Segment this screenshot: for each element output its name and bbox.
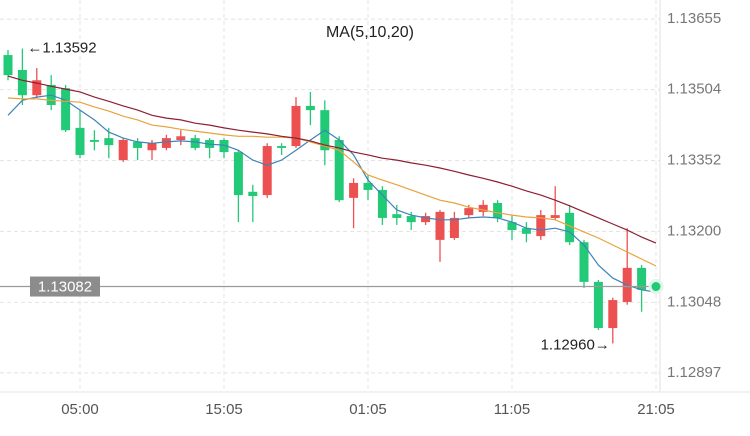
candle-body — [133, 141, 143, 148]
candle-body — [593, 281, 603, 329]
candle-body — [161, 138, 171, 148]
candle-body — [61, 88, 71, 131]
plot-area: 1.13082 ←1.13592 1.12960→ — [0, 40, 664, 353]
candle-body — [406, 216, 416, 223]
x-tick-label: 01:05 — [349, 401, 387, 418]
candle-body — [277, 146, 287, 148]
candle-body — [233, 152, 243, 196]
candle-body — [248, 191, 258, 196]
candle-body — [579, 242, 589, 282]
candle-body — [334, 140, 344, 201]
y-tick-label: 1.13048 — [667, 293, 721, 310]
high-annotation: ←1.13592 — [27, 40, 96, 57]
candle-body — [17, 70, 27, 96]
candle-body — [565, 212, 575, 243]
candle-body — [521, 228, 531, 234]
candle-body — [478, 204, 488, 212]
low-annotation: 1.12960→ — [541, 336, 610, 353]
candle-body — [118, 140, 128, 161]
candle-body — [363, 182, 373, 190]
candle-body — [493, 203, 503, 218]
candle-body — [291, 105, 301, 147]
candle-body — [507, 222, 517, 231]
live-price-dot — [648, 279, 664, 295]
candle-body — [305, 105, 315, 111]
candle-body — [89, 140, 99, 142]
y-tick-label: 1.13352 — [667, 152, 721, 169]
candle-body — [32, 80, 42, 96]
candle-body — [421, 216, 431, 223]
candle-body — [262, 146, 272, 196]
moving-average-line — [7, 75, 657, 244]
x-tick-label: 21:05 — [637, 401, 675, 418]
candle-body — [349, 182, 359, 198]
moving-average-line — [7, 97, 657, 267]
candle-body — [435, 211, 445, 240]
candle-body — [464, 208, 474, 216]
grid — [0, 0, 660, 392]
x-tick-label: 15:05 — [205, 401, 243, 418]
candle-body — [608, 300, 618, 329]
candle-body — [190, 138, 200, 148]
candle-body — [550, 215, 560, 218]
candle-body — [377, 189, 387, 218]
candle-body — [536, 215, 546, 237]
y-tick-label: 1.13655 — [667, 10, 721, 27]
moving-average-line — [7, 94, 657, 293]
candle-body — [75, 127, 85, 155]
candle-body — [3, 55, 13, 76]
candle-body — [392, 214, 402, 218]
candle-body — [147, 143, 157, 151]
y-tick-label: 1.12897 — [667, 364, 721, 381]
candle-body — [637, 267, 647, 290]
x-tick-label: 11:05 — [494, 401, 530, 418]
y-tick-label: 1.13200 — [667, 222, 721, 239]
chart-title: MA(5,10,20) — [326, 24, 414, 41]
candle-body — [176, 136, 186, 140]
last-price-label: 1.13082 — [38, 279, 92, 296]
candle-body — [104, 138, 114, 146]
candle-body — [449, 217, 459, 238]
y-tick-label: 1.13504 — [667, 81, 721, 98]
candle-body — [219, 140, 229, 153]
last-price-box — [30, 276, 100, 297]
x-tick-label: 05:00 — [61, 401, 99, 418]
